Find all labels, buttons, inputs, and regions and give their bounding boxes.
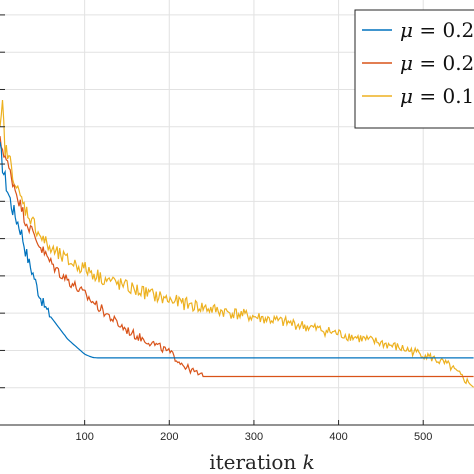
x-tick-label-4: 500 — [414, 431, 432, 443]
legend-value-1: = 0.2 — [413, 51, 474, 75]
x-axis-label-var: k — [303, 450, 315, 474]
legend-symbol-2: μ — [400, 84, 413, 108]
legend: μ = 0.2μ = 0.2μ = 0.1 — [354, 9, 474, 129]
x-tick-label-0: 100 — [75, 431, 93, 443]
x-tick-label-3: 400 — [329, 431, 347, 443]
series-line-2 — [0, 99, 474, 388]
grid — [0, 0, 474, 425]
x-ticks: 100 200 300 400 500 — [75, 420, 432, 443]
legend-entry-0: μ = 0.2 — [400, 18, 474, 42]
series-group — [0, 99, 474, 388]
legend-value-0: = 0.2 — [413, 18, 474, 42]
x-tick-label-2: 300 — [245, 431, 263, 443]
x-tick-label-1: 200 — [160, 431, 178, 443]
y-ticks — [0, 14, 5, 389]
legend-entry-1: μ = 0.2 — [400, 51, 474, 75]
legend-value-2: = 0.1 — [413, 84, 474, 108]
x-axis-label: iteration k — [209, 450, 315, 474]
legend-symbol-0: μ — [400, 18, 413, 42]
legend-entry-2: μ = 0.1 — [400, 84, 474, 108]
series-line-1 — [0, 136, 474, 378]
legend-symbol-1: μ — [400, 51, 413, 75]
x-axis-label-text: iteration — [209, 450, 302, 474]
series-line-0 — [0, 141, 474, 359]
